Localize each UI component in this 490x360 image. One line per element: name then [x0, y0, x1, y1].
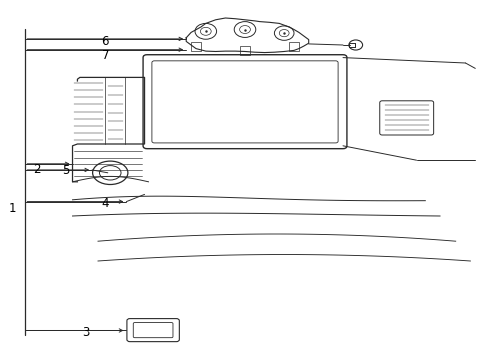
Text: 7: 7	[101, 49, 109, 62]
Bar	[349, 43, 355, 47]
Text: 4: 4	[101, 197, 109, 210]
Text: 1: 1	[8, 202, 16, 215]
Bar	[289, 42, 299, 51]
Text: 3: 3	[82, 327, 90, 339]
Text: 6: 6	[101, 35, 109, 48]
Text: 5: 5	[62, 165, 70, 177]
Bar	[191, 42, 201, 51]
Text: 2: 2	[33, 163, 41, 176]
Bar	[240, 46, 250, 55]
